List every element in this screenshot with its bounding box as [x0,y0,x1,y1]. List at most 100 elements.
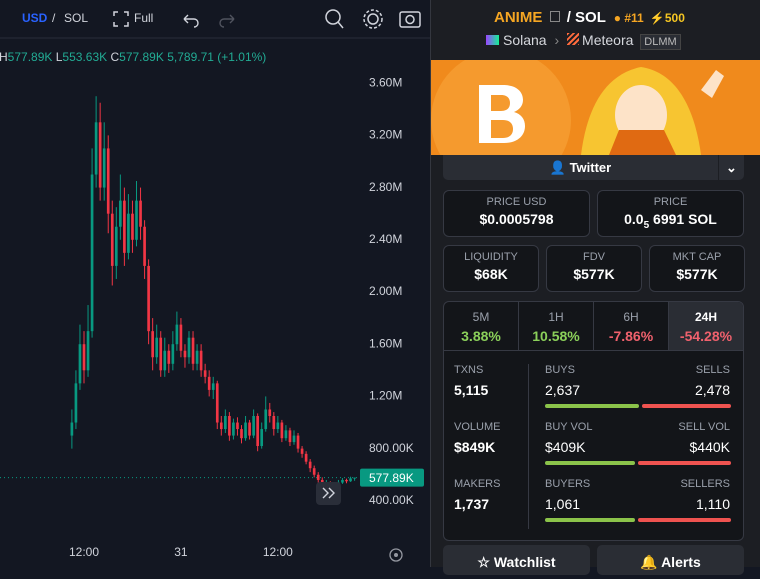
timeframe-tab[interactable]: 5M 3.88% [444,302,519,350]
candle-body [179,324,183,351]
candle-body [191,337,195,364]
close-key: C [110,50,119,64]
sell-bar [642,404,731,408]
bitcoin-logo [479,85,525,143]
right-value: 2,478 [694,382,730,398]
candle-body [94,122,98,175]
settings-icon[interactable] [367,13,379,25]
axis-settings-icon[interactable] [389,548,403,562]
meteora-icon [567,33,580,45]
candle-body [171,344,175,364]
price-usd-card: PRICE USD $0.0005798 [443,190,590,237]
candle-body [114,226,118,266]
boosts: 500 [664,11,685,25]
price-usd: $0.0005798 [479,211,554,227]
boost-badge: ⚡500 [649,11,685,25]
chain-line: Solana › Meteora DLMM [486,32,681,50]
candle-body [167,350,171,364]
candle-body [151,331,154,358]
tab-divider [443,350,744,351]
price-sol-label: PRICE [653,196,688,208]
candle-body [260,429,264,447]
zoom-icon-handle [337,21,344,29]
candle-body [353,477,356,479]
candle-body [131,213,134,240]
right-label: SELL VOL [678,421,730,433]
left-label: BUYERS [545,478,591,490]
stat-card: MKT CAP $577K [649,245,745,292]
candle-body [199,350,203,371]
candle-body [288,430,292,443]
stat-label: LIQUIDITY [464,251,518,263]
copy-icon[interactable] [549,11,560,22]
candle-body [341,479,344,483]
banner-glow [431,60,571,155]
candle-body [74,383,78,423]
candle-body [244,422,247,439]
y-tick-label: 2.80M [369,180,402,194]
candle-body [252,416,255,436]
character-outfit [609,130,676,155]
zoom-icon[interactable] [325,9,341,25]
full-button[interactable]: Full [134,11,153,25]
tab-label: 5M [472,310,490,324]
candle-body [183,350,187,358]
candle-body [86,331,90,371]
timeframe-tab[interactable]: 1H 10.58% [519,302,594,350]
candle-body [82,344,86,371]
low-key: L [56,50,63,64]
currency[interactable]: USD [22,11,48,25]
candle-body [264,409,268,430]
chart-bg [0,0,430,567]
chevron: › [554,32,560,48]
quote-currency[interactable]: SOL [64,11,88,25]
timeframe-tab[interactable]: 6H -7.86% [594,302,669,350]
candle-body [78,344,82,384]
buy-bar [545,518,635,522]
candle-body [308,461,312,469]
candle-body [207,376,211,390]
candle-body [143,226,146,266]
separator: / [52,11,56,25]
expand-button[interactable]: ⌄ [719,155,744,180]
watchlist-button[interactable]: ☆ Watchlist [443,545,590,575]
pair-quote: SOL [575,9,606,26]
left-value: $409K [545,439,586,455]
close-value: 577.89K [119,50,164,64]
stat-card: LIQUIDITY $68K [443,245,539,292]
candle-body [70,422,74,436]
candle-body [215,383,219,423]
left-value: 2,637 [545,382,581,398]
alerts-button[interactable]: 🔔 Alerts [597,545,744,575]
axis-settings-dot [394,553,398,557]
dex: Meteora [582,32,634,48]
twitter-button[interactable]: 👤 Twitter [443,155,718,180]
candle-body [292,435,296,443]
banner [431,60,760,155]
candle-body [98,122,102,188]
high-value: 577.89K [8,50,53,64]
settings-icon-ring [363,9,383,29]
token-name: ANIME [494,9,543,26]
chart: USD / SOL Full H577.89K L553.63K C577.89… [0,0,430,567]
row-value: 5,115 [454,382,489,398]
candle-body [349,478,352,482]
camera-icon[interactable] [399,11,421,28]
candle-body [345,479,348,482]
stat-label: FDV [583,251,605,263]
ohlc-readout: H577.89K L553.63K C577.89K 5,789.71 (+1.… [0,50,266,64]
redo-icon[interactable] [219,14,235,28]
candle-body [316,474,320,480]
candle-body [102,148,106,188]
timeframe-tab[interactable]: 24H -54.28% [669,302,743,350]
y-tick-label: 400.00K [369,493,414,507]
candle-body [248,422,251,436]
full-icon[interactable] [113,11,129,27]
sell-bar [638,518,731,522]
pair-header: ANIME / SOL ● #11 ⚡500 [494,9,685,26]
candle-body [155,337,159,358]
row-value: 1,737 [454,496,490,512]
scroll-button[interactable] [316,482,341,505]
undo-icon[interactable] [183,14,199,28]
candle-body [300,448,304,454]
